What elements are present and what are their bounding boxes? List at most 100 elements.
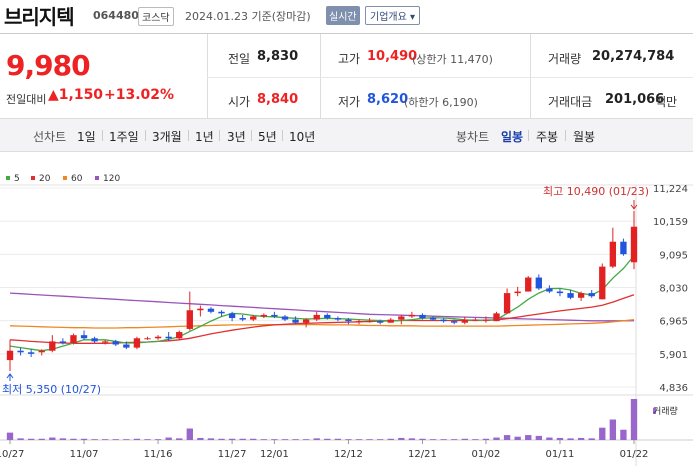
volume-bar [260,439,268,440]
volume-bar [165,437,172,440]
volume-bar [493,437,500,440]
candle [250,316,257,320]
y-tick-label: 9,095 [659,250,688,261]
base-date: 2024.01.23 기준(장마감) [185,10,311,23]
candle [197,308,204,311]
volume-bar [176,438,183,440]
legend-ma60-swatch [63,176,67,180]
y-tick-label: 5,901 [659,350,688,361]
annotations: 최고 10,490 (01/23) 최저 5,350 (10/27) 거래량 [2,185,678,417]
legend-ma20: 20 [39,174,51,184]
legend-ma120: 120 [103,174,120,184]
candle [345,319,352,322]
realtime-button[interactable]: 실시간 [326,6,360,25]
candle [482,319,490,321]
volume-bar [218,438,225,440]
period-1w[interactable]: 1주일 [109,130,139,144]
volume-bar [567,438,574,440]
stock-header: 브리지텍 064480 코스닥 2024.01.23 기준(장마감) 실시간 기… [0,0,693,32]
candle [313,314,320,320]
x-tick-label: 12/21 [408,449,437,460]
volume-bar [387,438,394,440]
x-tick-label: 12/01 [260,449,289,460]
amount-unit: 백만 [655,95,678,109]
volume-bar [6,432,14,440]
candle-monthly[interactable]: 월봉 [573,130,596,144]
candle [123,344,130,348]
min-arrow-head [6,373,14,379]
candle [599,266,606,300]
candle [440,319,447,322]
candle [302,319,310,323]
volume-bar [197,437,204,440]
volume-bars [6,399,656,440]
volume-label: 거래량 [653,405,678,417]
candle [609,241,617,267]
candle [620,241,627,255]
volume-bar [38,438,45,440]
company-info-dropdown[interactable]: 기업개요 ▾ [365,6,420,25]
high-value: 10,490 [367,49,418,64]
period-3m[interactable]: 3개월 [152,130,182,144]
min-price-label: 최저 5,350 (10/27) [2,383,101,396]
legend-ma5: 5 [14,174,20,184]
y-tick-label: 11,224 [653,184,688,195]
volume-bar [324,438,331,440]
separator [219,130,220,141]
change-percent: +13.02% [104,87,175,103]
volume-bar [133,438,141,440]
volume-bar [556,437,564,440]
candlestick-chart: 5 20 60 120 11,224 10,159 9,095 8,030 6,965 5… [0,174,693,466]
period-3y[interactable]: 3년 [227,130,246,144]
volume-bar [355,439,363,440]
volume-bar [271,439,278,440]
candle [218,311,225,314]
candle [451,321,458,323]
candle [376,321,384,323]
legend-ma120-swatch [95,176,99,180]
candle [355,321,363,323]
candle-daily[interactable]: 일봉 [501,130,524,144]
period-1d[interactable]: 1일 [77,130,96,144]
volume-bar [334,438,342,440]
candle-weekly[interactable]: 주봉 [536,130,559,144]
volume-bar [70,438,77,440]
candle [546,288,553,292]
volume-bar [91,439,98,440]
volume-bar [27,438,35,440]
candle [144,338,151,340]
low-value: 8,620 [367,92,409,107]
period-5y[interactable]: 5년 [258,130,277,144]
volume-bar [228,438,236,440]
low-label: 저가 [338,95,361,109]
candle [239,318,246,320]
open-value: 8,840 [257,92,299,107]
candle [207,308,215,312]
candle [514,291,521,294]
candle-chart-label: 봉차트 [456,130,490,144]
candle [38,350,45,353]
period-1y[interactable]: 1년 [195,130,214,144]
x-tick-label: 12/12 [334,449,363,460]
open-label: 시가 [228,95,251,109]
y-axis: 11,224 10,159 9,095 8,030 6,965 5,901 4,836 [653,184,688,394]
candle [324,314,331,319]
volume-bar [599,427,606,440]
candle [6,350,14,361]
chart-legend: 5 20 60 120 [6,174,120,184]
volume-bar [313,438,320,440]
candle [387,319,394,323]
price-summary: 9,980 전일대비 ▲1,150 +13.02% 전일 8,830 고가 10… [0,33,693,120]
candle [472,319,479,321]
moving-average-lines [9,255,635,352]
separator [565,130,566,141]
volume-bar [302,439,310,440]
period-toolbar: 선차트 1일 1주일 3개월 1년 3년 5년 10년 봉차트 일봉 주봉 월봉 [0,119,693,152]
volume-bar [609,419,617,440]
volume-bar [440,439,447,440]
candle [17,350,24,353]
volume-bar [239,438,246,440]
candle [70,335,77,343]
candle [260,314,268,317]
period-10y[interactable]: 10년 [289,130,316,144]
